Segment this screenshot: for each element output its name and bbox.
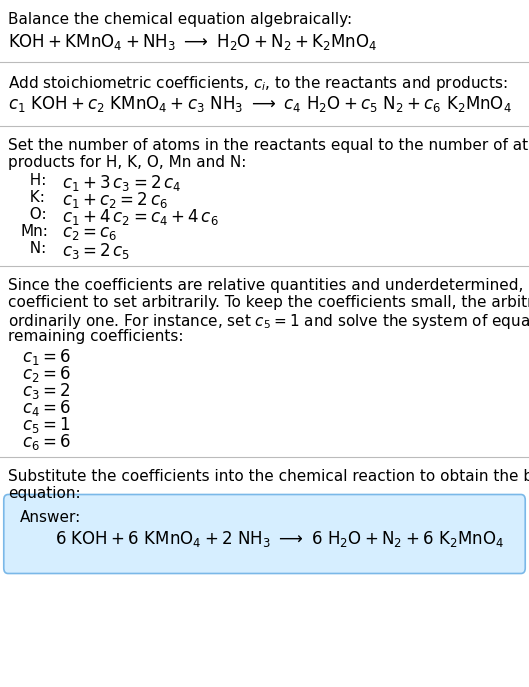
- Text: Since the coefficients are relative quantities and underdetermined, choose a: Since the coefficients are relative quan…: [8, 278, 529, 293]
- Text: $c_1 + c_2 = 2\,c_6$: $c_1 + c_2 = 2\,c_6$: [62, 190, 168, 210]
- Text: $c_4 = 6$: $c_4 = 6$: [22, 398, 71, 418]
- FancyBboxPatch shape: [4, 495, 525, 574]
- Text: Set the number of atoms in the reactants equal to the number of atoms in the: Set the number of atoms in the reactants…: [8, 138, 529, 153]
- Text: Add stoichiometric coefficients, $c_i$, to the reactants and products:: Add stoichiometric coefficients, $c_i$, …: [8, 74, 508, 93]
- Text: $c_1 + 4\,c_2 = c_4 + 4\,c_6$: $c_1 + 4\,c_2 = c_4 + 4\,c_6$: [62, 207, 218, 227]
- Text: $c_3 = 2$: $c_3 = 2$: [22, 381, 70, 401]
- Text: Answer:: Answer:: [20, 510, 81, 525]
- Text: $6\ \mathrm{KOH} + 6\ \mathrm{KMnO_4} + 2\ \mathrm{NH_3} \ \longrightarrow \ 6\ : $6\ \mathrm{KOH} + 6\ \mathrm{KMnO_4} + …: [55, 529, 504, 549]
- Text: $c_5 = 1$: $c_5 = 1$: [22, 415, 70, 435]
- Text: $\mathrm{KOH + KMnO_4 + NH_3 \ \longrightarrow \ H_2O + N_2 + K_2MnO_4}$: $\mathrm{KOH + KMnO_4 + NH_3 \ \longrigh…: [8, 32, 377, 52]
- Text: ordinarily one. For instance, set $c_5 = 1$ and solve the system of equations fo: ordinarily one. For instance, set $c_5 =…: [8, 312, 529, 331]
- Text: $c_2 = 6$: $c_2 = 6$: [22, 364, 71, 384]
- Text: Substitute the coefficients into the chemical reaction to obtain the balanced: Substitute the coefficients into the che…: [8, 469, 529, 484]
- Text: coefficient to set arbitrarily. To keep the coefficients small, the arbitrary va: coefficient to set arbitrarily. To keep …: [8, 295, 529, 310]
- Text: Balance the chemical equation algebraically:: Balance the chemical equation algebraica…: [8, 12, 352, 27]
- Text: Mn:: Mn:: [20, 224, 48, 239]
- Text: $c_3 = 2\,c_5$: $c_3 = 2\,c_5$: [62, 241, 130, 261]
- Text: $c_1 + 3\,c_3 = 2\,c_4$: $c_1 + 3\,c_3 = 2\,c_4$: [62, 173, 181, 193]
- Text: $c_1 = 6$: $c_1 = 6$: [22, 347, 71, 367]
- Text: K:: K:: [20, 190, 45, 205]
- Text: H:: H:: [20, 173, 47, 188]
- Text: products for H, K, O, Mn and N:: products for H, K, O, Mn and N:: [8, 155, 247, 170]
- Text: $c_6 = 6$: $c_6 = 6$: [22, 432, 71, 452]
- Text: equation:: equation:: [8, 486, 80, 501]
- Text: remaining coefficients:: remaining coefficients:: [8, 329, 184, 344]
- Text: $c_1\ \mathrm{KOH} + c_2\ \mathrm{KMnO_4} + c_3\ \mathrm{NH_3} \ \longrightarrow: $c_1\ \mathrm{KOH} + c_2\ \mathrm{KMnO_4…: [8, 94, 512, 114]
- Text: $c_2 = c_6$: $c_2 = c_6$: [62, 224, 117, 242]
- Text: O:: O:: [20, 207, 47, 222]
- Text: N:: N:: [20, 241, 46, 256]
